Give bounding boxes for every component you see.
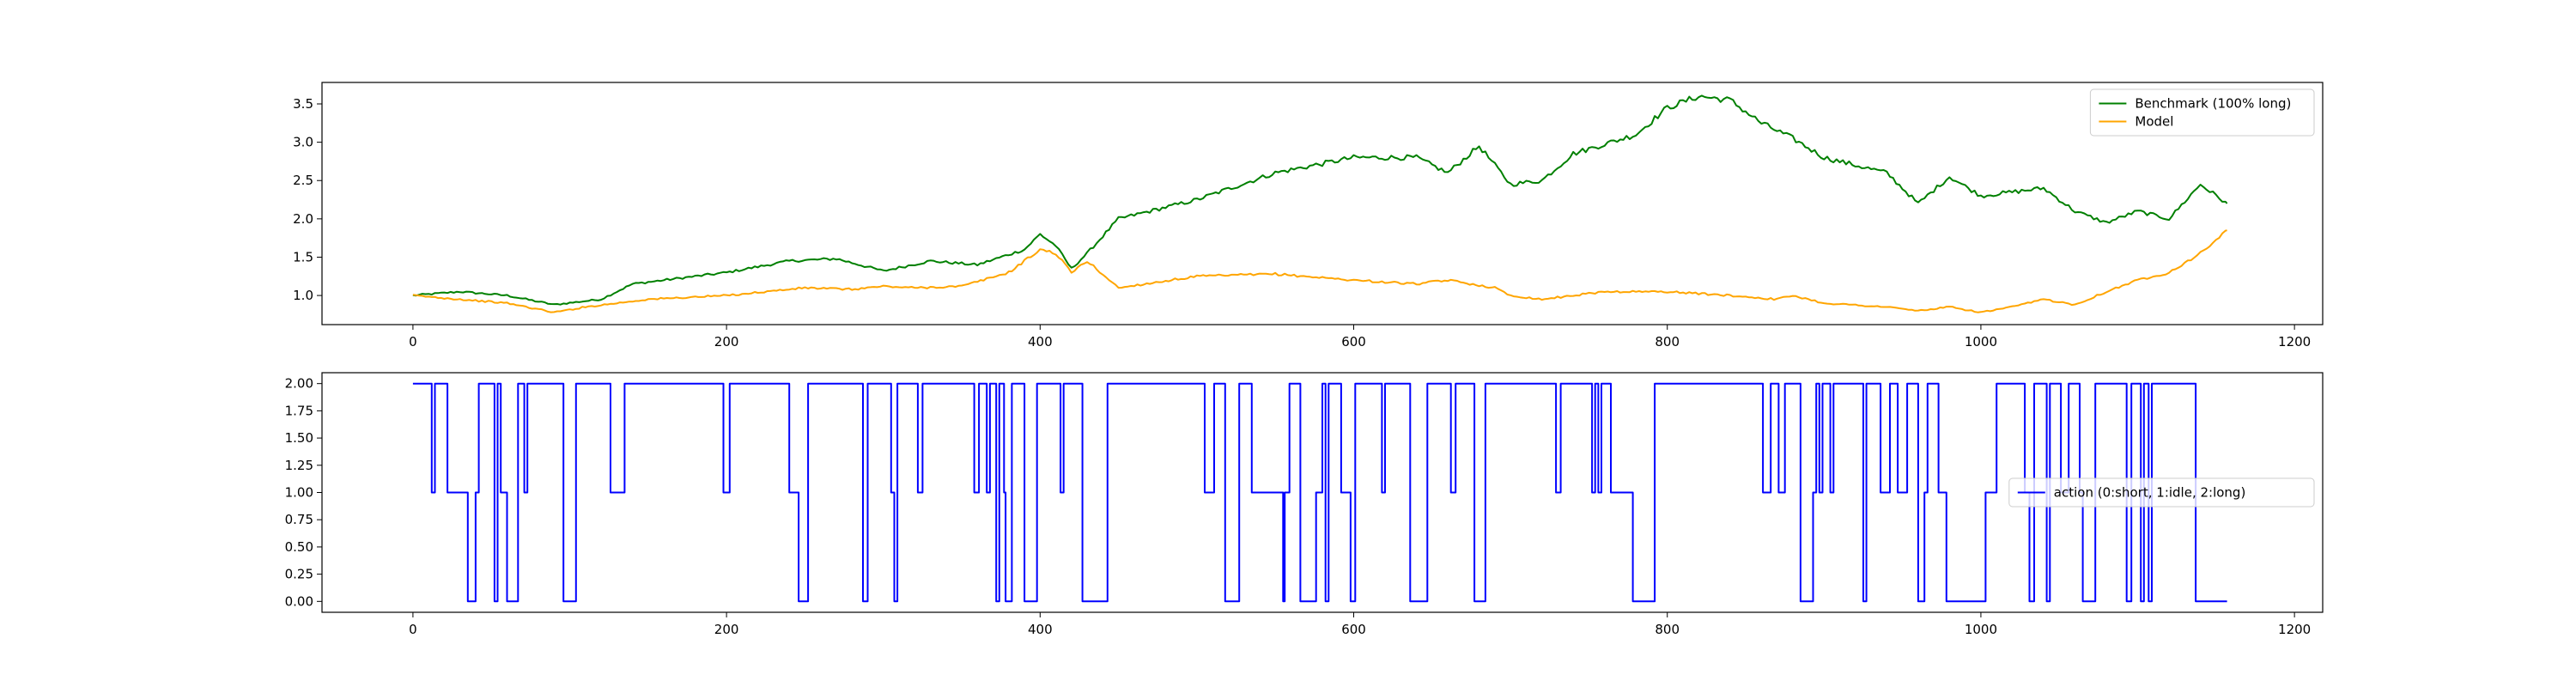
x-tick-label: 1000 (1965, 622, 1997, 637)
y-tick-label: 2.5 (293, 173, 313, 188)
legend-box (2008, 477, 2315, 508)
y-tick-label: 0.50 (285, 539, 313, 555)
x-tick-label: 1000 (1965, 334, 1997, 350)
series-line-0 (412, 94, 2228, 306)
y-tick-label: 1.25 (285, 458, 313, 473)
series-line-0 (412, 382, 2227, 603)
y-tick-label: 3.5 (293, 96, 313, 112)
y-tick-label: 2.00 (285, 376, 313, 392)
legend-label: Benchmark (100% long) (2135, 96, 2291, 112)
legend-label: action (0:short, 1:idle, 2:long) (2054, 485, 2246, 501)
y-tick-label: 2.0 (293, 211, 313, 227)
x-tick-label: 0 (409, 622, 417, 637)
legend: Benchmark (100% long) Model (2089, 88, 2315, 137)
y-tick-label: 1.00 (285, 485, 313, 501)
x-tick-label: 200 (714, 622, 739, 637)
y-tick-label: 1.75 (285, 403, 313, 418)
x-tick-label: 200 (714, 334, 739, 350)
y-tick-label: 0.00 (285, 593, 313, 609)
y-tick-label: 1.5 (293, 249, 313, 264)
action-panel: 0 200 400 600 800 1000 1200 0.00 0.25 0.50 0.75 1.0… (285, 372, 2324, 637)
x-tick-label: 1200 (2278, 622, 2311, 637)
y-tick-label: 1.0 (293, 288, 313, 303)
axes-frame (321, 82, 2324, 325)
legend: action (0:short, 1:idle, 2:long) (2008, 477, 2315, 508)
y-tick-label: 0.25 (285, 567, 313, 582)
x-tick-label: 0 (409, 334, 417, 350)
legend-label: Model (2135, 114, 2173, 130)
series-line-1 (412, 229, 2227, 313)
price-panel: 0 200 400 600 800 1000 1200 1.0 1.5 2.0 2.5 3.0 3.5 B… (293, 82, 2324, 350)
x-tick-label: 400 (1028, 622, 1053, 637)
x-tick-label: 800 (1655, 622, 1680, 637)
x-tick-label: 600 (1341, 622, 1366, 637)
legend-box (2089, 88, 2315, 137)
y-tick-label: 3.0 (293, 135, 313, 150)
x-tick-label: 600 (1341, 334, 1366, 350)
y-tick-label: 0.75 (285, 512, 313, 527)
x-tick-label: 800 (1655, 334, 1680, 350)
y-tick-label: 1.50 (285, 430, 313, 446)
x-tick-label: 1200 (2278, 334, 2311, 350)
x-tick-label: 400 (1028, 334, 1053, 350)
